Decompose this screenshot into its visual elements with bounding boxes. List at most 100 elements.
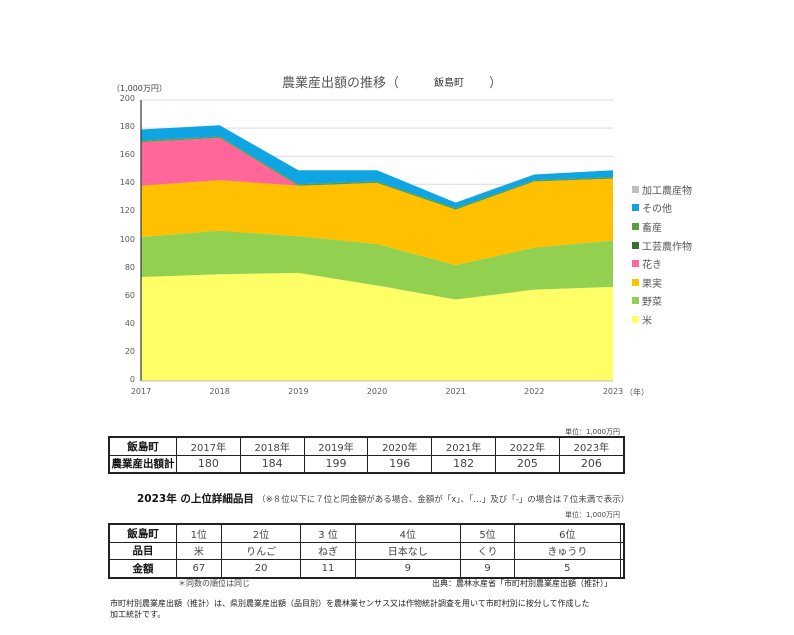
legend-item: その他 <box>632 199 692 218</box>
total-value-cell: 199 <box>303 454 369 474</box>
town-header: 飯島町 <box>108 436 177 456</box>
totals-header-row: 飯島町 2017年 2018年 2019年 2020年 2021年 2022年 … <box>108 436 625 456</box>
legend-label: 加工農産物 <box>642 185 692 197</box>
year-cell: 2022年 <box>494 436 560 456</box>
legend-item: 果実 <box>632 273 692 292</box>
legend-item: 畜産 <box>632 217 692 236</box>
y-tick-label: 160 <box>119 150 135 160</box>
year-cell: 2017年 <box>176 436 241 456</box>
x-axis-label: （年） <box>625 388 649 397</box>
y-tick-label: 80 <box>124 262 135 272</box>
y-tick-label: 200 <box>119 94 135 103</box>
year-cell: 2023年 <box>558 436 625 456</box>
amount-row: 金額 67 20 11 9 9 5 <box>108 559 625 579</box>
item-cell <box>619 541 625 560</box>
rank-cell: 2位 <box>220 523 302 543</box>
total-value-cell: 206 <box>558 454 625 474</box>
item-row: 品目 米 りんご ねぎ 日本なし くり きゅうり <box>108 541 625 560</box>
y-tick-label: 180 <box>119 122 135 132</box>
legend-swatch-icon <box>632 260 639 268</box>
legend-swatch-icon <box>632 297 639 305</box>
total-row-label: 農業産出額計 <box>108 454 177 474</box>
amount-cell: 20 <box>220 559 302 579</box>
legend-swatch-icon <box>632 241 639 249</box>
total-value-cell: 182 <box>431 454 496 474</box>
legend-label: その他 <box>642 204 672 216</box>
footnote-line1: 市町村別農業産出額（推計）は、県別農業産出額（品目別）を農林業センサス又は作物統… <box>110 599 590 608</box>
item-cell: くり <box>460 541 516 560</box>
y-tick-label: 0 <box>129 375 135 384</box>
legend-label: 果実 <box>642 278 662 290</box>
top-items-title: 2023年 の上位詳細品目 <box>137 493 254 505</box>
source-note: 出典：農林水産省「市町村別農業産出額（推計）」 <box>432 579 612 588</box>
total-value-cell: 184 <box>239 454 305 474</box>
legend-swatch-icon <box>632 315 639 323</box>
x-tick-label: 2021 <box>445 387 466 396</box>
amount-cell: 11 <box>300 559 356 579</box>
chart-title-main: 農業産出額の推移（ <box>282 76 400 91</box>
totals-table: 飯島町 2017年 2018年 2019年 2020年 2021年 2022年 … <box>108 436 625 474</box>
amount-row-label: 金額 <box>108 559 177 579</box>
year-cell: 2018年 <box>239 436 305 456</box>
amount-cell: 9 <box>460 559 516 579</box>
y-tick-label: 100 <box>119 234 135 244</box>
amount-cell: 5 <box>514 559 621 579</box>
total-value-cell: 180 <box>176 454 241 474</box>
footnote-line2: 加工統計です。 <box>110 610 166 619</box>
area-series-米 <box>141 272 613 381</box>
x-tick-label: 2018 <box>209 387 230 396</box>
table-totals-unit: 単位：1,000万円 <box>565 428 621 436</box>
y-axis-unit: （1,000万円） <box>112 84 167 93</box>
legend-item: 野菜 <box>632 292 692 311</box>
legend-item: 加工農産物 <box>632 180 692 199</box>
y-tick-label: 20 <box>124 346 135 356</box>
stacked-area-chart <box>140 99 613 382</box>
legend-label: 畜産 <box>642 222 662 234</box>
x-tick-label: 2020 <box>366 387 388 396</box>
tie-note: ＊同数の順位は同じ <box>178 579 250 588</box>
legend-item: 米 <box>632 310 692 329</box>
legend-label: 米 <box>642 315 652 327</box>
area-series-その他 <box>141 125 613 209</box>
year-cell: 2021年 <box>431 436 496 456</box>
chart-title-town: 飯島町 <box>434 78 464 89</box>
legend-swatch-icon <box>632 204 639 212</box>
total-value-cell: 205 <box>494 454 560 474</box>
year-cell: 2020年 <box>367 436 433 456</box>
rank-cell: 3 位 <box>300 523 356 543</box>
rank-cell <box>619 523 625 543</box>
legend-swatch-icon <box>632 222 639 230</box>
item-row-label: 品目 <box>108 541 177 560</box>
top-items-table: 飯島町 1位 2位 3 位 4位 5位 6位 品目 米 りんご ねぎ 日本なし … <box>108 523 625 579</box>
year-cell: 2019年 <box>303 436 369 456</box>
legend-label: 野菜 <box>642 297 662 309</box>
amount-cell: 67 <box>176 559 222 579</box>
legend-swatch-icon <box>632 278 639 286</box>
x-tick-label: 2022 <box>524 387 545 396</box>
amount-cell: 9 <box>354 559 462 579</box>
area-series-果実 <box>141 178 613 266</box>
area-series-花き <box>141 137 613 210</box>
town-header: 飯島町 <box>108 523 177 543</box>
amount-cell <box>619 559 625 579</box>
totals-value-row: 農業産出額計 180 184 199 196 182 205 206 <box>108 454 625 474</box>
legend-label: 工芸農作物 <box>642 241 692 253</box>
item-cell: りんご <box>220 541 302 560</box>
x-tick-label: 2019 <box>288 387 309 396</box>
item-cell: 米 <box>176 541 222 560</box>
legend-label: 花き <box>642 260 662 272</box>
top-items-unit: 単位：1,000万円 <box>565 511 621 519</box>
chart-legend: 加工農産物その他畜産工芸農作物花き果実野菜米 <box>632 180 692 329</box>
chart-title-close: ） <box>489 76 503 91</box>
y-tick-label: 140 <box>119 178 135 188</box>
item-cell: 日本なし <box>354 541 462 560</box>
rank-cell: 1位 <box>176 523 222 543</box>
legend-swatch-icon <box>632 185 639 193</box>
legend-item: 花き <box>632 254 692 273</box>
top-items-note: （※８位以下に７位と同金額がある場合、金額が「x」、「…」及び「-」の場合は７位… <box>257 495 630 505</box>
item-cell: きゅうり <box>514 541 621 560</box>
y-tick-label: 40 <box>124 318 135 328</box>
rank-cell: 4位 <box>354 523 462 543</box>
y-tick-label: 60 <box>124 290 135 300</box>
total-value-cell: 196 <box>367 454 433 474</box>
